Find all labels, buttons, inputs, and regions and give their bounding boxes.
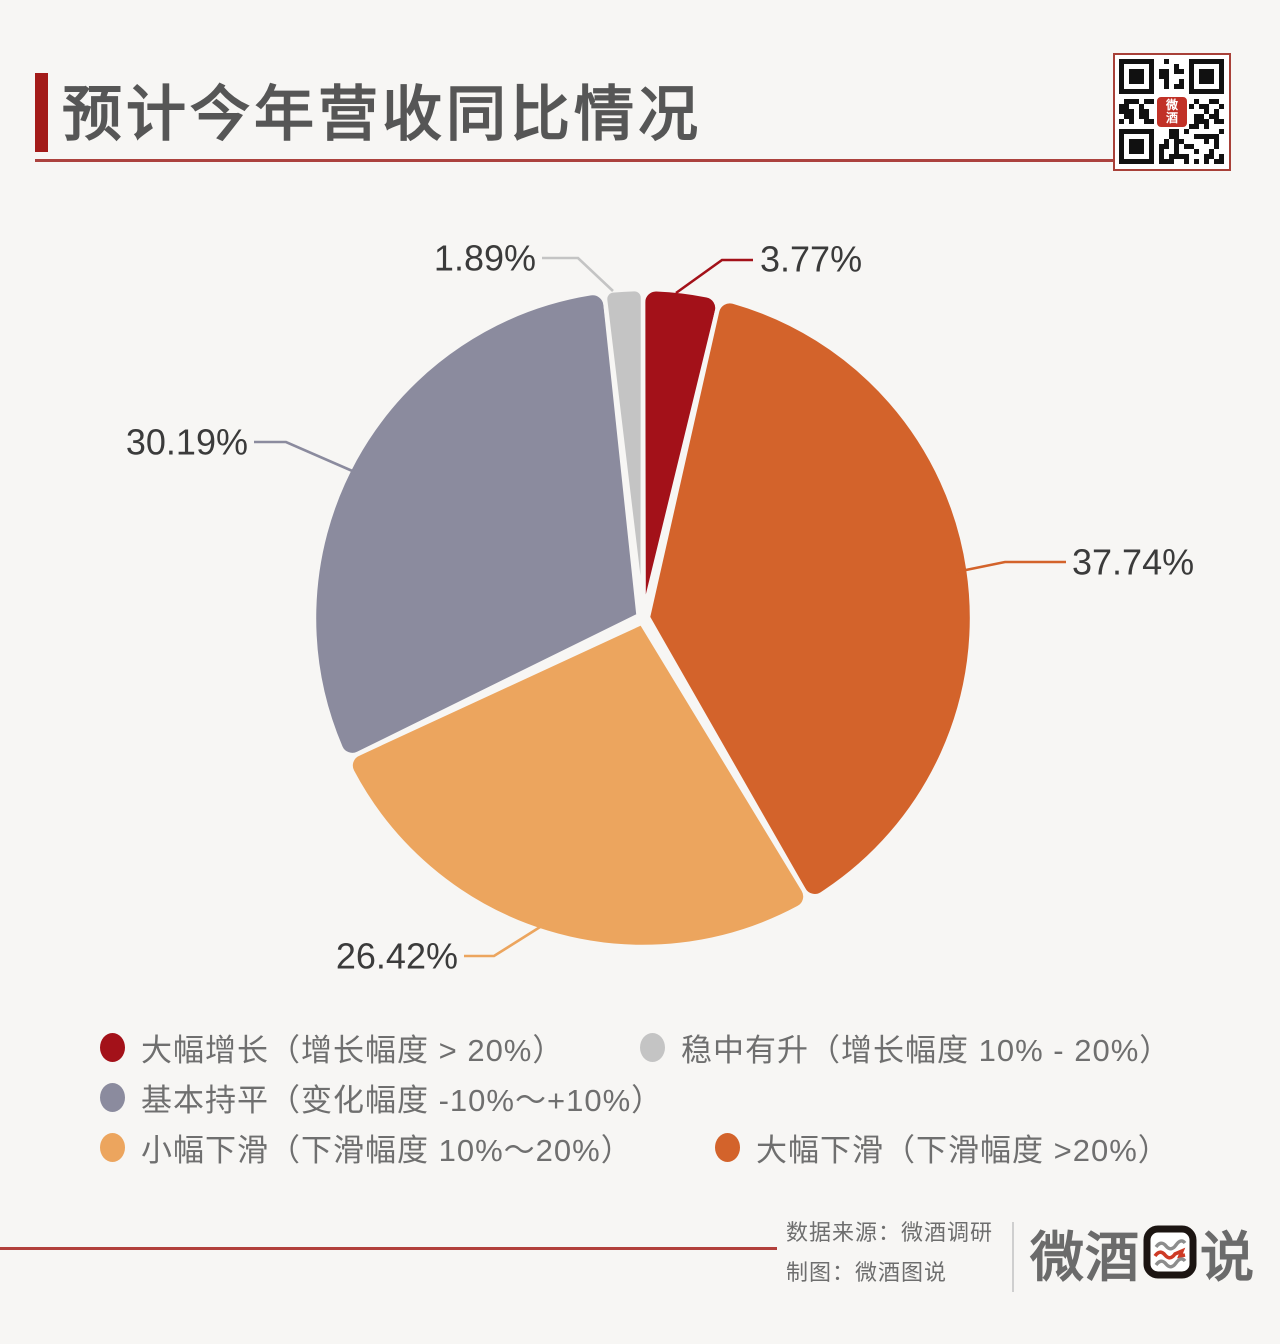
legend-item[interactable]: 大幅下滑（下滑幅度 >20%） (715, 1122, 1170, 1172)
qr-code: 微酒 (1113, 53, 1231, 171)
legend-label: 基本持平（变化幅度 -10%～+10%） (141, 1082, 664, 1118)
legend-label: 大幅下滑（下滑幅度 >20%） (756, 1132, 1170, 1168)
pie-slice[interactable] (348, 620, 808, 950)
label-leader-line (675, 258, 753, 295)
legend-item[interactable]: 稳中有升（增长幅度 10% - 20%） (640, 1022, 1171, 1072)
value-label: 26.42% (336, 936, 458, 977)
legend-label: 小幅下滑（下滑幅度 10%～20%） (141, 1132, 633, 1168)
legend-item[interactable]: 基本持平（变化幅度 -10%～+10%） (100, 1072, 663, 1122)
legend-swatch (715, 1132, 740, 1162)
title-underline (35, 159, 1113, 162)
legend-swatch (100, 1132, 125, 1162)
label-leader-line (254, 440, 358, 475)
data-source-line: 数据来源：微酒调研 (786, 1220, 994, 1245)
page-title: 预计今年营收同比情况 (62, 81, 702, 148)
pie-slice[interactable] (602, 286, 646, 616)
pie-chart: 3.77% 37.74% 26.42% 30.19% 1.89% (126, 238, 1194, 977)
brand-logo: 微酒 说 (1030, 1221, 1255, 1288)
footer-rule (0, 1247, 777, 1250)
footer-divider (1012, 1222, 1014, 1292)
qr-pattern (1119, 59, 1224, 164)
legend-item[interactable]: 大幅增长（增长幅度 > 20%） (100, 1022, 564, 1072)
legend-row: 小幅下滑（下滑幅度 10%～20%） 大幅下滑（下滑幅度 >20%） (100, 1122, 1240, 1172)
footer-meta: 数据来源：微酒调研 制图：微酒图说 (786, 1213, 993, 1293)
credit-line: 制图：微酒图说 (786, 1260, 948, 1285)
legend-swatch (100, 1032, 125, 1062)
legend-row: 基本持平（变化幅度 -10%～+10%） (100, 1072, 1240, 1122)
label-leader-line (542, 256, 614, 292)
title-accent-bar (35, 73, 48, 152)
legend-label: 稳中有升（增长幅度 10% - 20%） (681, 1032, 1172, 1068)
qr-center-badge: 微酒 (1155, 95, 1189, 129)
label-leader-line (464, 920, 549, 958)
value-label: 30.19% (126, 422, 248, 463)
logo-text-prefix: 微酒 (1030, 1227, 1140, 1288)
value-label: 3.77% (760, 239, 862, 280)
legend-item[interactable]: 小幅下滑（下滑幅度 10%～20%） (100, 1122, 633, 1172)
legend-swatch (100, 1082, 125, 1112)
qr-badge-text: 微酒 (1165, 98, 1178, 125)
legend-label: 大幅增长（增长幅度 > 20%） (141, 1032, 565, 1068)
label-leader-line (955, 560, 1066, 574)
value-label: 37.74% (1072, 542, 1194, 583)
chart-legend: 大幅增长（增长幅度 > 20%） 稳中有升（增长幅度 10% - 20%） 基本持平… (100, 1022, 1240, 1172)
legend-swatch (640, 1032, 665, 1062)
logo-wave-icon (1143, 1225, 1197, 1279)
legend-row: 大幅增长（增长幅度 > 20%） 稳中有升（增长幅度 10% - 20%） (100, 1022, 1240, 1072)
logo-text-suffix: 说 (1200, 1227, 1255, 1288)
value-label: 1.89% (434, 238, 536, 279)
pie-slice[interactable] (311, 290, 641, 758)
